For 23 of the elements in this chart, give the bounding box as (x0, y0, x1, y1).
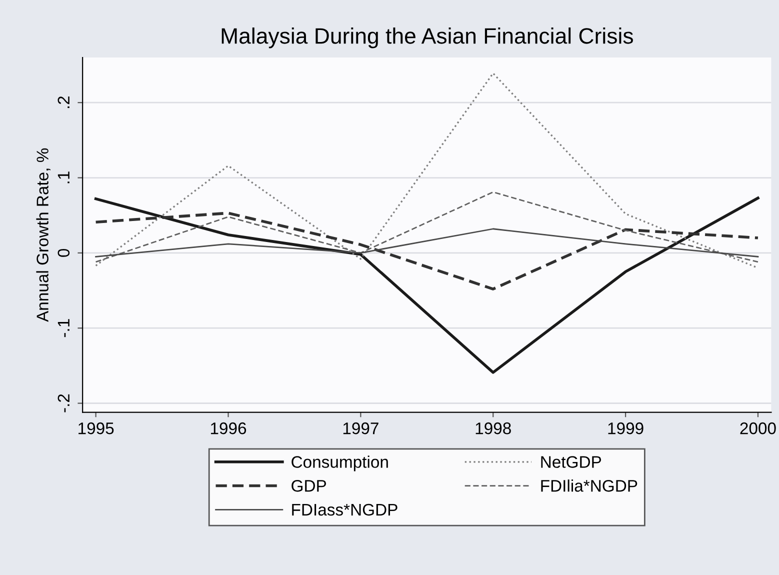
legend-label: NetGDP (541, 456, 602, 468)
line-series (94, 72, 759, 269)
y-tick-label: .2 (58, 96, 70, 108)
line-series (95, 228, 759, 258)
legend-label: Consumption (292, 456, 388, 472)
x-tick-label: 1999 (608, 422, 644, 434)
y-tick-label: .1 (58, 172, 70, 184)
line-series (94, 212, 760, 290)
x-tick-label: 1995 (78, 422, 114, 434)
legend-label: FDIlia*NGDP (541, 480, 638, 492)
legend-label: GDP (292, 480, 326, 492)
x-tick-label: 1997 (343, 422, 378, 434)
line-series (95, 191, 759, 263)
y-axis-title: Annual Growth Rate, % (36, 148, 50, 322)
chart-title: Malaysia During the Asian Financial Crisis (222, 28, 633, 48)
x-tick-label: 1996 (210, 422, 246, 434)
y-tick-label: -.2 (58, 394, 70, 412)
x-tick-label: 1998 (476, 422, 511, 434)
x-tick-label: 2000 (740, 422, 776, 434)
line-series (94, 196, 760, 374)
y-tick-label: 0 (58, 248, 70, 257)
y-tick-label: -.1 (58, 319, 70, 338)
legend-label: FDIass*NGDP (292, 504, 398, 516)
